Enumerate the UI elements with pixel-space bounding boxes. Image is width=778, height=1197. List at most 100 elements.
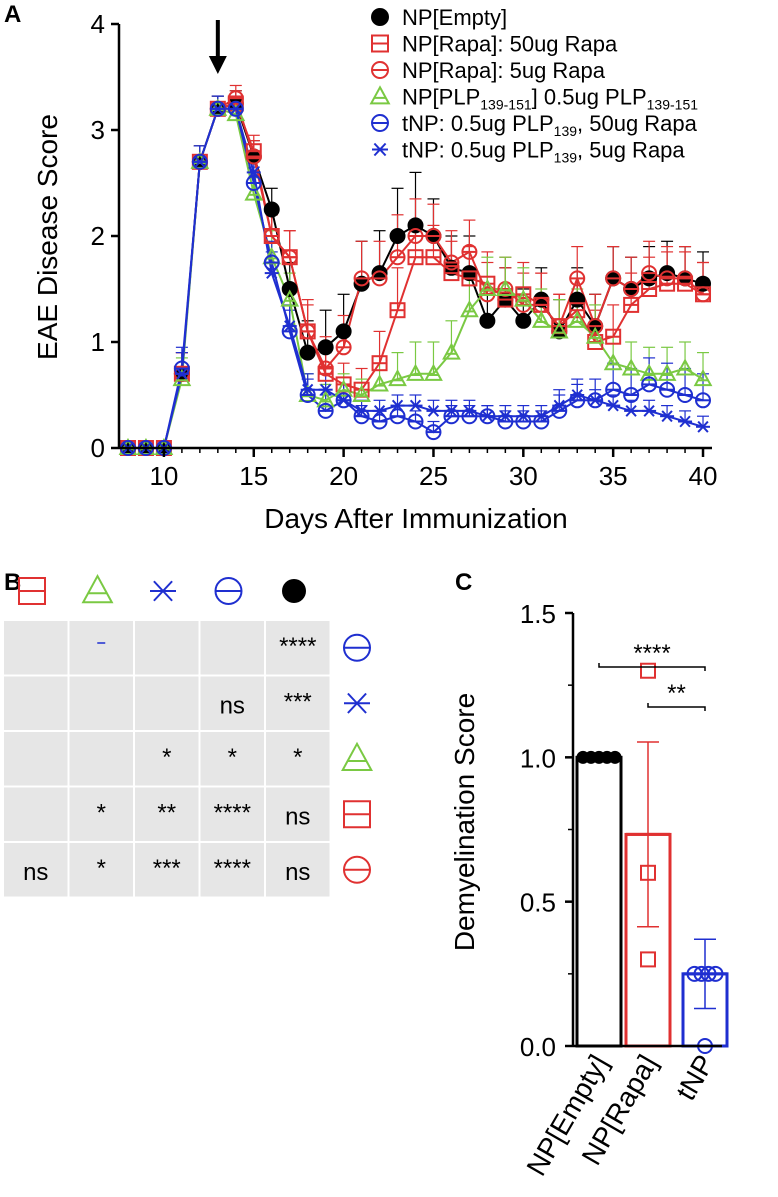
c-point-tnp: [707, 965, 724, 982]
b-table-cell: [69, 787, 133, 841]
a-x-tick-label: 20: [329, 461, 358, 491]
a-data-point-s3: [639, 363, 659, 381]
b-table-cell: [266, 676, 330, 730]
a-data-point-s3: [316, 390, 336, 408]
a-data-point-s5: [480, 410, 495, 423]
panel-a-line-chart: 0 1 2 3 4 10 15 20 25 30 35 40 EAE Disease Score Da…: [32, 5, 717, 534]
treatment-arrow: [208, 20, 227, 74]
c-y-tick-label: 1.5: [520, 599, 556, 629]
a-x-tick-label: 40: [689, 461, 718, 491]
b-col-header-star-blue: [150, 580, 176, 602]
b-table-cell: [200, 676, 264, 730]
b-table-cell: [266, 621, 330, 675]
a-data-point-s2: [587, 318, 604, 335]
a-data-point-s5: [444, 404, 459, 417]
b-cell-value: ***: [284, 689, 312, 716]
a-data-point-s4: [245, 175, 262, 191]
a-data-point-s4: [677, 387, 694, 403]
legend-label-4: tNP: 0.5ug PLP139, 50ug Rapa: [402, 111, 698, 139]
a-y-tick-label: 2: [91, 221, 105, 251]
b-col-header-triangle-green: [81, 573, 114, 604]
legend-marker-2: [371, 61, 389, 79]
a-x-tick-label: 35: [599, 461, 628, 491]
a-data-point-s4: [695, 392, 712, 409]
b-table-cell: [4, 787, 68, 841]
a-data-point-s4: [263, 254, 280, 271]
a-data-point-s0: [335, 323, 352, 340]
legend-marker-4: [371, 114, 389, 132]
c-sig-label-1: **: [667, 680, 686, 707]
b-table-cell: [200, 843, 264, 897]
c-point-rapa: [640, 951, 656, 968]
a-data-point-s2: [623, 281, 640, 297]
b-table-cell: [4, 676, 68, 730]
a-data-point-s5: [246, 166, 261, 179]
b-cell-value: *: [293, 744, 302, 771]
legend-marker-0: [371, 8, 389, 26]
a-data-point-s0: [515, 312, 532, 329]
b-cell-value: *: [97, 855, 106, 882]
b-table-cell: [200, 621, 264, 675]
a-y-tick-label: 0: [91, 433, 105, 463]
a-data-point-s0: [299, 344, 316, 361]
a-data-point-s2: [641, 265, 658, 282]
a-data-point-s5: [624, 404, 639, 417]
a-data-point-s5: [498, 410, 513, 423]
a-data-point-s0: [371, 265, 388, 282]
a-data-point-s2: [677, 270, 694, 287]
a-data-point-s1: [497, 291, 514, 308]
b-cell-value: *: [162, 744, 171, 771]
panel-c-bar-chart: 0.00.51.01.5 ****** Demyelination Score …: [449, 599, 729, 1181]
b-table-cell: [266, 843, 330, 897]
a-data-point-s1: [407, 249, 424, 266]
a-data-point-s3: [567, 310, 587, 328]
a-data-point-s5: [282, 320, 297, 333]
a-data-point-s5: [390, 399, 405, 412]
a-data-point-s1: [389, 302, 406, 319]
b-table-cell: [4, 843, 68, 897]
a-data-point-s5: [588, 394, 603, 407]
a-data-point-s4: [407, 413, 424, 430]
panel-b-letter: B: [4, 569, 21, 596]
a-data-point-s1: [623, 296, 640, 313]
c-point-empty: [608, 750, 622, 764]
a-data-point-s1: [569, 302, 586, 319]
a-data-point-s4: [371, 413, 388, 430]
c-y-axis-title: Demyelination Score: [449, 693, 480, 951]
a-data-point-s3: [531, 310, 551, 328]
b-cell-value: *: [228, 744, 237, 771]
a-data-point-s5: [426, 404, 441, 417]
a-data-point-s5: [606, 399, 621, 412]
a-data-point-s3: [495, 278, 515, 297]
b-table-cell: [266, 732, 330, 786]
a-data-point-s2: [245, 148, 262, 165]
a-data-point-s4: [389, 408, 406, 425]
a-data-point-s1: [641, 281, 658, 297]
b-col-header-filled-circle-black: [282, 579, 306, 603]
legend-label-0: NP[Empty]: [402, 5, 507, 30]
c-sig-bracket-1: [647, 703, 706, 711]
b-row-header-circle-line-blue: [343, 633, 371, 662]
b-table-cell: [69, 676, 133, 730]
a-y-tick-label: 1: [91, 327, 105, 357]
c-point-tnp: [700, 965, 717, 982]
a-data-point-s0: [263, 201, 280, 218]
c-bar-0: [575, 755, 623, 1048]
a-data-point-s3: [424, 363, 443, 381]
a-data-point-s3: [460, 300, 479, 318]
a-x-tick-label: 25: [419, 461, 448, 491]
a-data-point-s5: [372, 404, 387, 417]
b-table-cell: [135, 676, 199, 730]
b-row-header-star-blue: [344, 692, 370, 714]
a-data-point-s3: [442, 342, 461, 360]
b-row-header-triangle-green: [341, 741, 373, 771]
a-data-point-s3: [513, 289, 533, 307]
a-data-point-s1: [425, 249, 442, 266]
legend-label-2: NP[Rapa]: 5ug Rapa: [402, 58, 606, 83]
a-data-point-s5: [354, 404, 369, 417]
b-row-header-circle-line-red: [343, 855, 371, 884]
b-table-cell: [4, 621, 68, 675]
